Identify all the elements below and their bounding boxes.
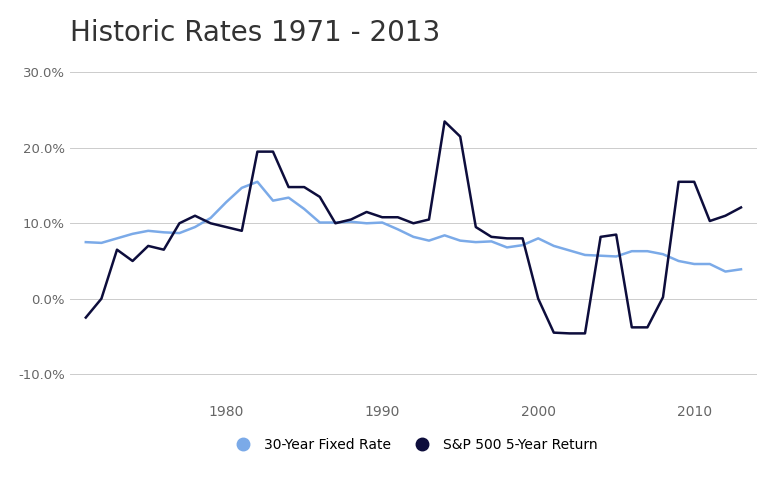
Legend: 30-Year Fixed Rate, S&P 500 5-Year Return: 30-Year Fixed Rate, S&P 500 5-Year Retur…: [224, 433, 603, 457]
Text: Historic Rates 1971 - 2013: Historic Rates 1971 - 2013: [70, 19, 441, 47]
